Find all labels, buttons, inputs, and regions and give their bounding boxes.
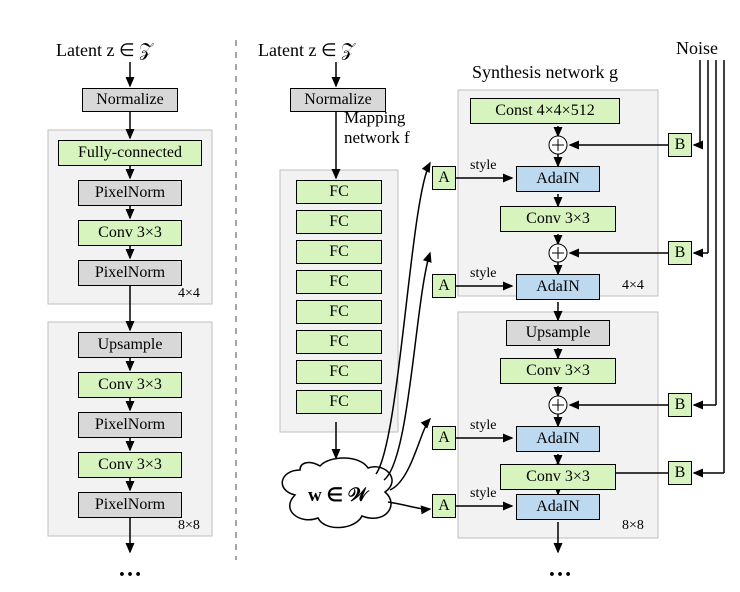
- pixelnorm-box-2: PixelNorm: [78, 260, 182, 286]
- normalize-box: Normalize: [82, 88, 178, 112]
- conv-box-r2: Conv 3×3: [500, 358, 616, 384]
- fc-box-7: FC: [296, 360, 382, 384]
- fc-box-6: FC: [296, 330, 382, 354]
- w-cloud-label: w ∈ 𝒲: [308, 484, 368, 507]
- pixelnorm-box: PixelNorm: [78, 180, 182, 206]
- pixelnorm-box-4: PixelNorm: [78, 492, 182, 518]
- upsample-box: Upsample: [78, 332, 182, 358]
- b-box-3: B: [668, 393, 692, 417]
- fc-box: Fully-connected: [58, 140, 202, 166]
- conv-box: Conv 3×3: [78, 220, 182, 246]
- fc-box-5: FC: [296, 300, 382, 324]
- conv-box-r3: Conv 3×3: [500, 464, 616, 490]
- adain-box-1: AdaIN: [516, 166, 600, 192]
- res-88-left: 8×8: [178, 518, 200, 534]
- style-label-1: style: [470, 158, 496, 174]
- dots-left: …: [118, 556, 142, 583]
- dots-right: …: [548, 556, 572, 583]
- conv-box-3: Conv 3×3: [78, 452, 182, 478]
- fc-box-4: FC: [296, 270, 382, 294]
- res-88-right: 8×8: [622, 518, 644, 534]
- b-box-1: B: [668, 133, 692, 157]
- pixelnorm-box-3: PixelNorm: [78, 412, 182, 438]
- adain-box-2: AdaIN: [516, 274, 600, 300]
- mapping-label2: network f: [344, 128, 410, 148]
- adain-box-4: AdaIN: [516, 494, 600, 520]
- a-box-2: A: [432, 274, 456, 298]
- a-box-3: A: [432, 426, 456, 450]
- a-box-1: A: [432, 166, 456, 190]
- res-44-left: 4×4: [178, 286, 200, 302]
- normalize-box-mid: Normalize: [290, 88, 386, 112]
- style-label-2: style: [470, 266, 496, 282]
- b-box-2: B: [668, 241, 692, 265]
- synth-label: Synthesis network g: [472, 62, 618, 83]
- fc-box-1: FC: [296, 180, 382, 204]
- latent-left-label: Latent z ∈ 𝒵: [56, 40, 153, 61]
- upsample-box-r: Upsample: [506, 320, 610, 346]
- a-box-4: A: [432, 494, 456, 518]
- noise-label: Noise: [676, 38, 718, 59]
- style-label-3: style: [470, 418, 496, 434]
- fc-box-3: FC: [296, 240, 382, 264]
- style-label-4: style: [470, 486, 496, 502]
- fc-box-8: FC: [296, 390, 382, 414]
- b-box-4: B: [668, 461, 692, 485]
- fc-box-2: FC: [296, 210, 382, 234]
- conv-box-r1: Conv 3×3: [500, 206, 616, 232]
- conv-box-2: Conv 3×3: [78, 372, 182, 398]
- const-box: Const 4×4×512: [470, 98, 620, 124]
- adain-box-3: AdaIN: [516, 426, 600, 452]
- latent-mid-label: Latent z ∈ 𝒵: [258, 40, 355, 61]
- res-44-right: 4×4: [622, 278, 644, 294]
